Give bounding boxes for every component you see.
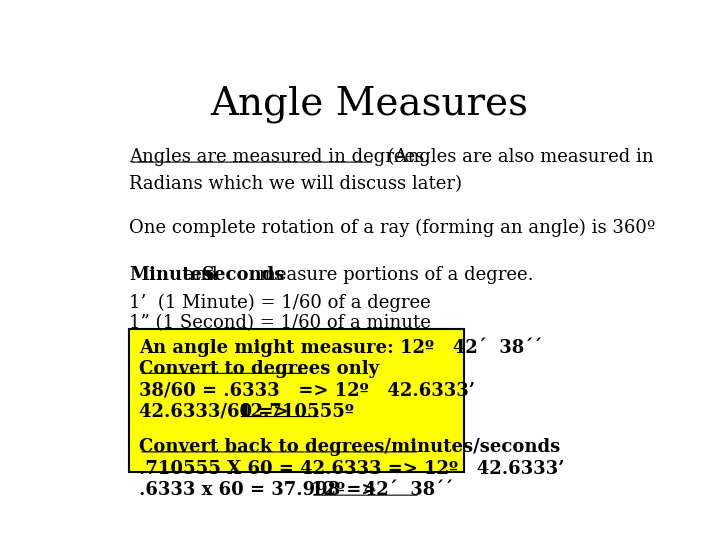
Text: Angles are measured in degrees.: Angles are measured in degrees.	[129, 148, 430, 166]
FancyBboxPatch shape	[129, 329, 464, 472]
Text: One complete rotation of a ray (forming an angle) is 360º: One complete rotation of a ray (forming …	[129, 219, 655, 237]
Text: Seconds: Seconds	[202, 266, 285, 285]
Text: and: and	[178, 266, 224, 285]
Text: 12.710555º: 12.710555º	[238, 403, 354, 421]
Text: 1’  (1 Minute) = 1/60 of a degree: 1’ (1 Minute) = 1/60 of a degree	[129, 294, 431, 312]
Text: 42.6333/60 =>: 42.6333/60 =>	[139, 403, 294, 421]
Text: Angle Measures: Angle Measures	[210, 85, 528, 123]
Text: An angle might measure: 12º   42´  38´´: An angle might measure: 12º 42´ 38´´	[139, 338, 542, 357]
Text: Convert back to degrees/minutes/seconds: Convert back to degrees/minutes/seconds	[139, 438, 560, 456]
Text: Minutes: Minutes	[129, 266, 212, 285]
Text: (Angles are also measured in: (Angles are also measured in	[377, 148, 654, 166]
Text: 38/60 = .6333   => 12º   42.6333’: 38/60 = .6333 => 12º 42.6333’	[139, 381, 475, 399]
Text: .710555 X 60 = 42.6333 => 12º   42.6333’: .710555 X 60 = 42.6333 => 12º 42.6333’	[139, 460, 564, 478]
Text: 12º   42´  38´´: 12º 42´ 38´´	[311, 482, 453, 500]
Text: measure portions of a degree.: measure portions of a degree.	[253, 266, 534, 285]
Text: Radians which we will discuss later): Radians which we will discuss later)	[129, 175, 462, 193]
Text: 1” (1 Second) = 1/60 of a minute: 1” (1 Second) = 1/60 of a minute	[129, 314, 431, 332]
Text: .6333 x 60 = 37.998 =>: .6333 x 60 = 37.998 =>	[139, 482, 383, 500]
Text: Convert to degrees only: Convert to degrees only	[139, 360, 379, 377]
